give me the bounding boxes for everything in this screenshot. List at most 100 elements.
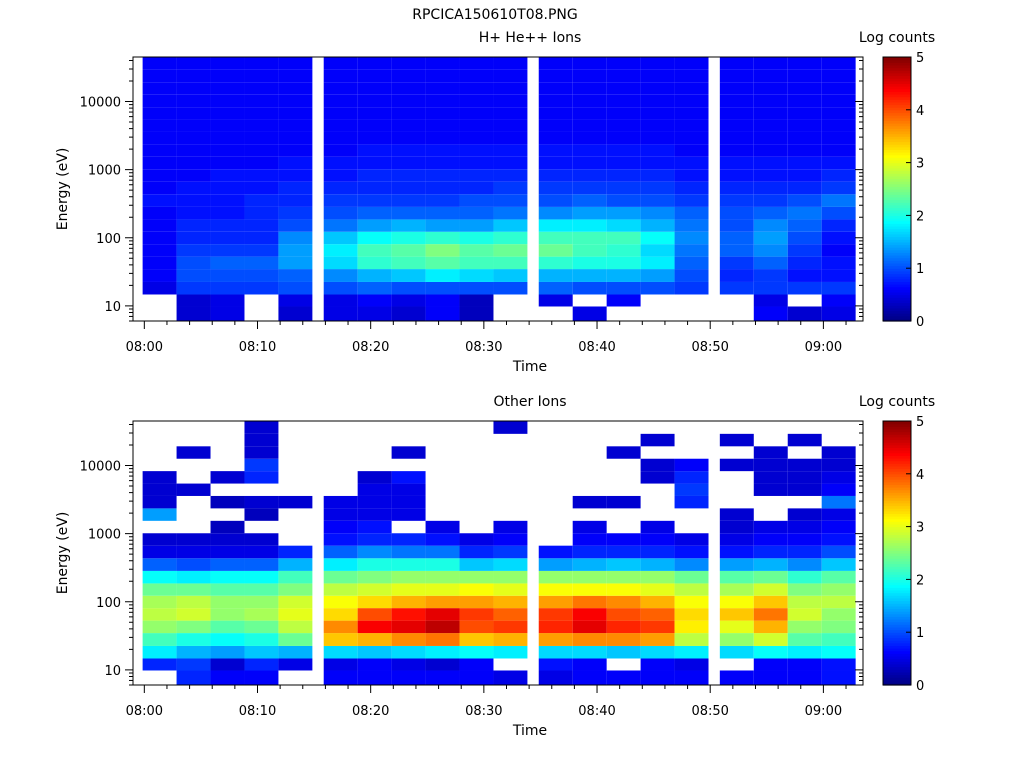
colorbar-segment [883,128,911,132]
spectrogram-cell [493,269,528,282]
colorbar-segment [883,109,911,114]
spectrogram-cell [606,608,641,621]
spectrogram-cell [278,570,313,584]
x-tick-label: 08:00 [126,340,163,355]
spectrogram-cell [640,219,675,232]
spectrogram-cell [176,595,211,609]
colorbar-segment [883,587,911,591]
colorbar-segment [883,534,911,538]
spectrogram-cell [674,256,709,270]
spectrogram-cell [674,82,709,95]
spectrogram-cell [459,570,494,584]
spectrogram-cell [357,94,392,108]
spectrogram-cell [493,670,528,685]
spectrogram-cell [753,670,788,685]
colorbar-segment [883,96,911,100]
spectrogram-cell [278,294,313,307]
spectrogram-cell [323,495,358,509]
spectrogram-cell [357,231,392,245]
spectrogram-cell [493,595,528,609]
colorbar-segment [883,653,911,657]
spectrogram-cell [176,533,211,546]
colorbar-segment [883,666,911,670]
colorbar-segment [883,658,911,662]
spectrogram-cell [787,181,822,195]
colorbar-segment [883,191,911,195]
spectrogram-cell [821,471,856,484]
x-tick-label: 08:30 [465,340,502,355]
spectrogram-cell [606,558,641,571]
spectrogram-cell [210,608,245,621]
spectrogram-cell [210,281,245,295]
spectrogram-cell [323,219,358,232]
spectrogram-cell [459,231,494,245]
spectrogram-cell [719,219,754,232]
spectrogram-cell [674,670,709,685]
spectrogram-cell [719,181,754,195]
spectrogram-cell [538,131,573,145]
colorbar-segment [883,231,911,235]
colorbar-segment [883,605,911,610]
spectrogram-cell [176,256,211,270]
x-tick-label: 08:50 [691,340,728,355]
colorbar-segment [883,574,911,578]
spectrogram-cell [719,57,754,70]
colorbar-tick-label: 4 [916,468,924,483]
spectrogram-cell [493,231,528,245]
spectrogram-cell [357,156,392,170]
colorbar-segment [883,677,911,681]
spectrogram-cell [821,169,856,182]
spectrogram-cell [391,69,426,83]
colorbar-segment [883,117,911,121]
spectrogram-cell [538,670,573,685]
spectrogram-cell [244,169,279,182]
spectrogram-cell [425,144,460,157]
spectrogram-cell [357,471,392,484]
spectrogram-cell [787,94,822,108]
spectrogram-cell [210,294,245,307]
spectrogram-cell [391,181,426,195]
colorbar-segment [883,120,911,124]
x-tick-label: 08:30 [465,704,502,719]
spectrogram-cell [753,645,788,659]
spectrogram-cell [357,595,392,609]
spectrogram-cell [674,608,709,621]
spectrogram-cell [142,57,177,70]
colorbar-segment [883,225,911,230]
spectrogram-cell [606,69,641,83]
spectrogram-cell [244,156,279,170]
colorbar-segment [883,199,911,203]
spectrogram-cell [640,206,675,220]
spectrogram-cell [278,82,313,95]
spectrogram-cell [210,119,245,132]
spectrogram-cell [572,658,607,671]
colorbar-segment [883,297,911,301]
spectrogram-cell [640,169,675,182]
colorbar-segment [883,157,911,161]
colorbar-segment [883,463,911,467]
spectrogram-cell [640,181,675,195]
spectrogram-cell [753,69,788,83]
spectrogram-cell [606,194,641,207]
colorbar-tick-label: 4 [916,104,924,119]
spectrogram-cell [538,169,573,182]
spectrogram-cell [674,558,709,571]
spectrogram-cell [176,645,211,659]
spectrogram-cell [244,558,279,571]
spectrogram-cell [753,144,788,157]
colorbar-segment [883,550,911,554]
colorbar-segment [883,661,911,665]
spectrogram-cell [753,181,788,195]
spectrogram-cell [357,194,392,207]
colorbar-segment [883,167,911,172]
spectrogram-cell [391,219,426,232]
colorbar-segment [883,589,911,594]
colorbar-segment [883,146,911,150]
spectrogram-cell [244,107,279,120]
spectrogram-cell [674,545,709,559]
spectrogram-cell [493,545,528,559]
colorbar-segment [883,558,911,562]
spectrogram-cell [425,645,460,659]
colorbar-tick-label: 5 [916,51,924,66]
spectrogram-cell [719,244,754,257]
